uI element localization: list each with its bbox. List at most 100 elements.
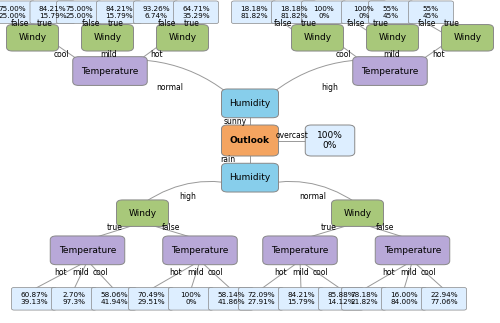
Text: 84.21%
15.79%: 84.21% 15.79% <box>38 6 66 19</box>
Text: high: high <box>322 83 338 92</box>
FancyBboxPatch shape <box>382 287 426 310</box>
Text: 18.18%
81.82%: 18.18% 81.82% <box>240 6 268 19</box>
FancyBboxPatch shape <box>134 1 178 24</box>
Text: 93.26%
6.74%: 93.26% 6.74% <box>142 6 170 19</box>
Text: 22.94%
77.06%: 22.94% 77.06% <box>430 292 458 305</box>
Text: normal: normal <box>299 192 326 201</box>
FancyBboxPatch shape <box>56 1 102 24</box>
Text: false: false <box>158 19 176 28</box>
Text: high: high <box>179 192 196 201</box>
Text: cool: cool <box>208 268 224 277</box>
Text: 84.21%
15.79%: 84.21% 15.79% <box>287 292 315 305</box>
Text: Windy: Windy <box>168 33 196 42</box>
FancyBboxPatch shape <box>305 125 355 156</box>
FancyBboxPatch shape <box>222 163 278 192</box>
FancyBboxPatch shape <box>116 200 168 226</box>
FancyBboxPatch shape <box>208 287 254 310</box>
Text: cool: cool <box>336 50 351 59</box>
Text: cool: cool <box>420 268 436 277</box>
Text: mild: mild <box>72 268 89 277</box>
FancyBboxPatch shape <box>342 1 386 24</box>
Text: Windy: Windy <box>454 33 481 42</box>
Text: 55%
45%: 55% 45% <box>423 6 439 19</box>
Text: false: false <box>376 224 394 233</box>
Text: 16.00%
84.00%: 16.00% 84.00% <box>390 292 418 305</box>
Text: false: false <box>82 19 100 28</box>
Text: 60.87%
39.13%: 60.87% 39.13% <box>20 292 48 305</box>
Text: Temperature: Temperature <box>272 246 328 255</box>
FancyBboxPatch shape <box>0 1 35 24</box>
FancyBboxPatch shape <box>272 1 316 24</box>
Text: false: false <box>274 19 292 28</box>
Text: hot: hot <box>150 50 162 59</box>
FancyBboxPatch shape <box>366 25 418 51</box>
Text: false: false <box>11 19 29 28</box>
Text: Windy: Windy <box>128 209 156 218</box>
Text: Temperature: Temperature <box>172 246 228 255</box>
Text: overcast: overcast <box>276 131 308 140</box>
FancyBboxPatch shape <box>174 1 218 24</box>
Text: mild: mild <box>400 268 416 277</box>
FancyBboxPatch shape <box>422 287 467 310</box>
Text: hot: hot <box>432 50 445 59</box>
FancyBboxPatch shape <box>52 287 96 310</box>
Text: hot: hot <box>169 268 182 277</box>
Text: 100%
0%: 100% 0% <box>317 131 343 150</box>
Text: Humidity: Humidity <box>230 99 270 108</box>
FancyBboxPatch shape <box>12 287 56 310</box>
Text: false: false <box>418 19 436 28</box>
FancyBboxPatch shape <box>238 287 284 310</box>
Text: Windy: Windy <box>94 33 122 42</box>
Text: false: false <box>162 224 180 233</box>
Text: 55%
45%: 55% 45% <box>383 6 399 19</box>
FancyBboxPatch shape <box>82 25 134 51</box>
Text: Windy: Windy <box>378 33 406 42</box>
Text: 70.49%
29.51%: 70.49% 29.51% <box>137 292 165 305</box>
Text: Windy: Windy <box>304 33 332 42</box>
FancyBboxPatch shape <box>73 57 147 85</box>
FancyBboxPatch shape <box>222 125 278 156</box>
Text: true: true <box>108 19 124 28</box>
Text: 84.21%
15.79%: 84.21% 15.79% <box>105 6 133 19</box>
Text: true: true <box>444 19 460 28</box>
Text: hot: hot <box>54 268 67 277</box>
Text: 100%
0%: 100% 0% <box>354 6 374 19</box>
Text: hot: hot <box>382 268 394 277</box>
Text: true: true <box>373 19 388 28</box>
FancyBboxPatch shape <box>92 287 136 310</box>
FancyBboxPatch shape <box>232 1 276 24</box>
Text: cool: cool <box>54 50 69 59</box>
Text: 100%
0%: 100% 0% <box>180 292 202 305</box>
FancyBboxPatch shape <box>222 89 278 118</box>
Text: true: true <box>300 19 316 28</box>
Text: 78.18%
21.82%: 78.18% 21.82% <box>350 292 378 305</box>
FancyBboxPatch shape <box>278 287 324 310</box>
Text: cool: cool <box>312 268 328 277</box>
Text: 18.18%
81.82%: 18.18% 81.82% <box>280 6 308 19</box>
Text: 75.00%
25.00%: 75.00% 25.00% <box>65 6 93 19</box>
Text: mild: mild <box>100 50 117 59</box>
FancyBboxPatch shape <box>353 57 427 85</box>
FancyBboxPatch shape <box>342 287 386 310</box>
FancyBboxPatch shape <box>263 236 337 265</box>
FancyBboxPatch shape <box>292 25 344 51</box>
FancyBboxPatch shape <box>156 25 208 51</box>
FancyBboxPatch shape <box>50 236 125 265</box>
Text: Humidity: Humidity <box>230 173 270 182</box>
FancyBboxPatch shape <box>96 1 142 24</box>
Text: sunny: sunny <box>224 117 246 126</box>
FancyBboxPatch shape <box>375 236 450 265</box>
Text: Windy: Windy <box>344 209 371 218</box>
FancyBboxPatch shape <box>318 287 364 310</box>
FancyBboxPatch shape <box>332 200 384 226</box>
Text: 58.14%
41.86%: 58.14% 41.86% <box>217 292 245 305</box>
Text: 72.09%
27.91%: 72.09% 27.91% <box>247 292 275 305</box>
FancyBboxPatch shape <box>6 25 59 51</box>
Text: true: true <box>184 19 200 28</box>
Text: 85.88%
14.12%: 85.88% 14.12% <box>327 292 355 305</box>
Text: Temperature: Temperature <box>59 246 116 255</box>
Text: normal: normal <box>156 83 184 92</box>
Text: 100%
0%: 100% 0% <box>314 6 334 19</box>
Text: mild: mild <box>383 50 400 59</box>
Text: false: false <box>346 19 365 28</box>
